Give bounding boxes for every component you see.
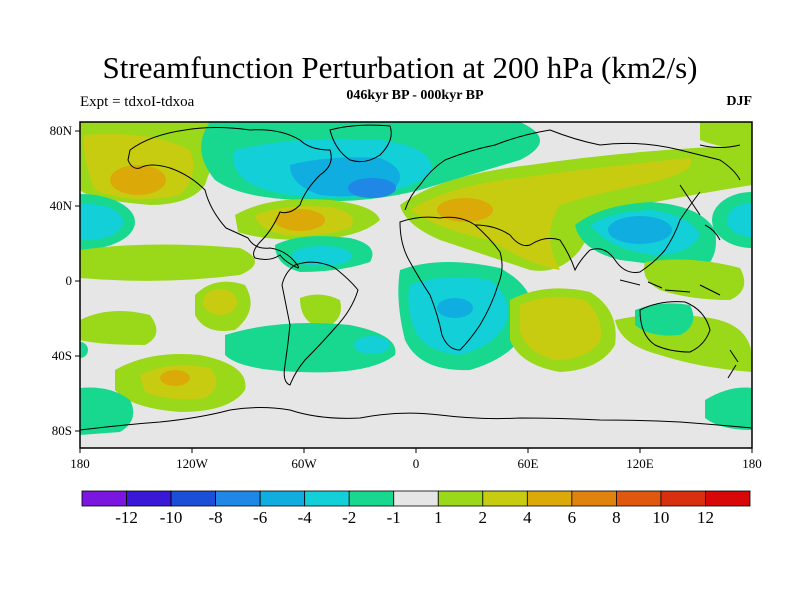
colorbar-swatch — [526, 490, 573, 507]
colorbar-label: -2 — [342, 508, 356, 527]
contour-pos-sa-north — [300, 294, 341, 328]
x-tick-label: 180 — [742, 456, 762, 471]
y-tick-label: 80N — [50, 123, 73, 138]
y-tick-label: 0 — [66, 273, 73, 288]
y-axis: 80N 40N 0 40S 80S — [50, 123, 80, 438]
contour-neg-dateline-east-2 — [727, 203, 752, 237]
x-tick-label: 60E — [518, 456, 539, 471]
colorbar-swatch — [170, 490, 216, 507]
colorbar-swatch — [393, 490, 439, 507]
colorbar-swatch — [348, 490, 395, 507]
colorbar-swatch — [705, 490, 751, 507]
contour-neg-southern-ocean-west — [80, 387, 134, 435]
contour-pos-south-pacific-core — [160, 370, 190, 386]
x-tick-label: 0 — [413, 456, 420, 471]
contour-field — [80, 122, 752, 448]
contour-pos-tropical-east-pacific-core — [203, 289, 237, 315]
colorbar: -12 -10 -8 -6 -4 -2 -1 1 2 4 6 8 10 12 — [81, 490, 751, 527]
coast-antarctica — [80, 407, 752, 431]
colorbar-label: 1 — [434, 508, 443, 527]
colorbar-label: -4 — [298, 508, 313, 527]
contour-pos-tropical-pacific — [80, 244, 255, 281]
coast-asia-east — [679, 144, 741, 241]
x-tick-label: 180 — [70, 456, 90, 471]
colorbar-label: -6 — [253, 508, 267, 527]
contour-pos-eurasia-core — [437, 198, 493, 222]
coastlines — [80, 124, 752, 431]
x-axis: 180 120W 60W 0 60E 120E 180 — [70, 448, 762, 471]
colorbar-label: -1 — [387, 508, 401, 527]
plot-subtitle: 046kyr BP - 000kyr BP — [346, 88, 484, 103]
x-tick-label: 120E — [626, 456, 654, 471]
colorbar-label: 8 — [612, 508, 621, 527]
colorbar-swatch — [259, 490, 306, 507]
x-tick-marks — [79, 448, 753, 453]
colorbar-swatch — [215, 490, 261, 507]
colorbar-swatch — [304, 490, 350, 507]
x-tick-label: 120W — [176, 456, 209, 471]
colorbar-label: -12 — [115, 508, 138, 527]
contour-pos-south-indian-2 — [520, 296, 601, 360]
contour-pos-south-pacific-west — [80, 311, 157, 345]
contour-pos-far-east — [700, 122, 752, 150]
contour-neg-dateline-west-2 — [80, 204, 123, 240]
contour-neg-south-atlantic-africa-core — [437, 298, 473, 318]
colorbar-swatch — [482, 490, 528, 507]
y-tick-label: 40S — [52, 348, 72, 363]
x-tick-label: 60W — [291, 456, 317, 471]
coast-africa — [399, 216, 503, 351]
colorbar-label: 6 — [568, 508, 577, 527]
contour-neg-south-america-core — [354, 336, 390, 354]
plot-title: Streamfunction Perturbation at 200 hPa (… — [102, 50, 698, 85]
colorbar-swatch — [616, 490, 662, 507]
colorbar-label: 12 — [697, 508, 714, 527]
colorbar-swatch — [126, 490, 172, 507]
contour-neg-north-atlantic-core — [348, 178, 396, 198]
coast-south-america — [281, 261, 359, 386]
colorbar-swatch — [437, 490, 484, 507]
colorbar-label: 2 — [479, 508, 488, 527]
colorbar-swatch — [660, 490, 706, 507]
colorbar-swatch — [571, 490, 617, 507]
experiment-label: Expt = tdxoI-tdxoa — [80, 94, 195, 110]
colorbar-swatch — [81, 490, 127, 507]
season-label: DJF — [726, 94, 752, 109]
colorbar-label: 4 — [523, 508, 532, 527]
coast-indonesia — [619, 279, 721, 296]
coast-north-america — [127, 127, 332, 269]
coast-arabia-india — [474, 224, 591, 272]
colorbar-label: -10 — [160, 508, 183, 527]
contour-pos-subtropical-atlantic-core — [275, 209, 325, 231]
contour-pos-north-pacific-core — [110, 165, 166, 195]
coast-australia — [639, 301, 711, 353]
y-tick-label: 40N — [50, 198, 73, 213]
contour-neg-tropical-atlantic-core — [292, 246, 352, 266]
colorbar-label: -8 — [209, 508, 223, 527]
coast-southeast-asia — [589, 191, 701, 273]
coast-europe — [404, 129, 741, 211]
contour-neg-south-america — [225, 322, 396, 373]
contour-neg-australia — [635, 303, 694, 336]
coast-new-zealand — [727, 349, 739, 379]
contour-neg-south-pacific-small — [80, 342, 88, 358]
y-tick-label: 80S — [52, 423, 72, 438]
contour-neg-west-pacific-core — [608, 216, 672, 244]
colorbar-label: 10 — [652, 508, 669, 527]
contour-neg-southern-ocean-east — [705, 387, 752, 430]
contour-pos-eurasia-2 — [410, 158, 692, 270]
y-tick-marks — [75, 130, 80, 432]
coast-greenland — [329, 124, 392, 163]
